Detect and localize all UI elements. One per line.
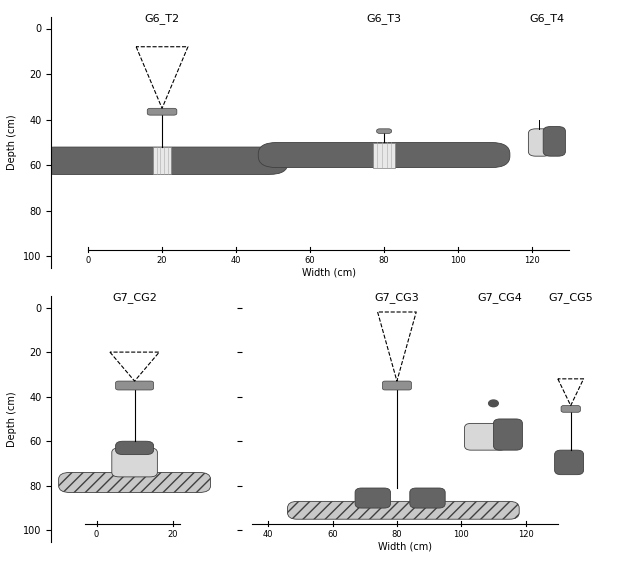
Text: 20: 20 [167,530,178,539]
FancyBboxPatch shape [493,419,523,450]
Text: G6_T4: G6_T4 [530,13,565,24]
FancyBboxPatch shape [258,142,510,168]
FancyBboxPatch shape [561,406,581,412]
FancyBboxPatch shape [36,147,288,174]
Text: G6_T2: G6_T2 [144,13,180,24]
Text: 100: 100 [454,530,469,539]
Text: G6_T3: G6_T3 [367,13,401,24]
FancyBboxPatch shape [147,108,177,115]
FancyBboxPatch shape [115,381,154,390]
Text: Width (cm): Width (cm) [378,542,432,552]
Text: 40: 40 [263,530,274,539]
Text: 60: 60 [327,530,338,539]
Y-axis label: Depth (cm): Depth (cm) [8,391,17,447]
Text: 20: 20 [157,256,167,266]
FancyBboxPatch shape [115,441,154,455]
Text: 0: 0 [85,256,91,266]
Text: 60: 60 [305,256,315,266]
Text: Width (cm): Width (cm) [302,268,355,278]
FancyBboxPatch shape [464,424,507,450]
Text: 40: 40 [231,256,241,266]
FancyBboxPatch shape [528,129,551,156]
Y-axis label: Depth (cm): Depth (cm) [8,115,17,170]
Text: G7_CG4: G7_CG4 [477,292,523,303]
Text: G7_CG5: G7_CG5 [548,292,593,303]
Bar [153,147,171,174]
FancyBboxPatch shape [410,488,445,508]
Text: 80: 80 [392,530,402,539]
FancyBboxPatch shape [543,127,565,156]
FancyBboxPatch shape [112,448,158,477]
Text: G7_CG2: G7_CG2 [112,292,157,303]
Text: 120: 120 [524,256,540,266]
Bar [373,142,395,168]
Text: 0: 0 [94,530,100,539]
FancyBboxPatch shape [59,473,211,492]
Text: 100: 100 [450,256,466,266]
FancyBboxPatch shape [376,129,392,133]
FancyBboxPatch shape [288,502,519,519]
FancyBboxPatch shape [382,381,412,390]
FancyBboxPatch shape [554,450,584,475]
FancyBboxPatch shape [355,488,390,508]
Text: 80: 80 [379,256,389,266]
Text: G7_CG3: G7_CG3 [375,292,419,303]
Text: 120: 120 [518,530,533,539]
Circle shape [489,400,498,407]
